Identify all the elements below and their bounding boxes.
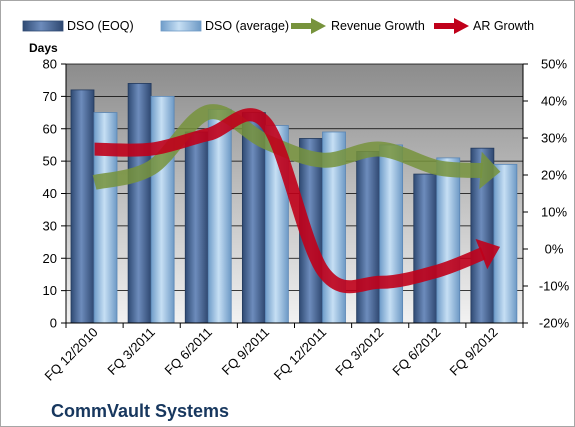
y-tick-label: 80 [43, 57, 57, 72]
y2-tick-label: 20% [541, 168, 567, 183]
axes [61, 63, 528, 328]
arrowhead-revenue-growth [479, 151, 501, 190]
y-axis-label: Days [29, 41, 58, 55]
legend: DSO (EOQ) DSO (average) Revenue Growth A… [22, 18, 534, 34]
y-tick-label: 30 [43, 218, 57, 233]
legend-swatch-ar-growth [434, 18, 469, 34]
y-tick-label: 50 [43, 154, 57, 169]
y2-tick-label: -10% [539, 279, 570, 294]
y-tick-label: 0 [50, 316, 57, 331]
bar-dso-average [493, 163, 518, 324]
y2-tick-label: 10% [541, 205, 567, 220]
y-tick-label: 40 [43, 186, 57, 201]
y-tick-label: 20 [43, 251, 57, 266]
y-tick-label: 60 [43, 121, 57, 136]
bar-dso-average [150, 95, 175, 324]
arrowhead-ar-growth [475, 238, 501, 270]
legend-label-revenue-growth: Revenue Growth [331, 19, 425, 33]
chart-title: CommVault Systems [51, 401, 229, 421]
y2-tick-label: 40% [541, 94, 567, 109]
growth-lines [92, 104, 501, 294]
y2-tick-label: -20% [539, 316, 570, 331]
legend-label-dso-eoq: DSO (EOQ) [67, 19, 134, 33]
y2-tick-label: 30% [541, 131, 567, 146]
y2-tick-label: 50% [541, 57, 567, 72]
x-tick-label: FQ 6/2011 [162, 325, 215, 378]
bar-dso-average [207, 108, 232, 324]
x-tick-label: FQ 6/2012 [389, 325, 443, 379]
legend-label-ar-growth: AR Growth [473, 19, 534, 33]
y-axis-ticks: 0 10 20 30 40 50 60 70 80 [43, 57, 57, 331]
x-tick-label: FQ 9/2011 [219, 325, 272, 378]
legend-swatch-dso-average [160, 20, 202, 32]
x-axis-ticks: FQ 12/2010 FQ 3/2011 FQ 6/2011 FQ 9/2011FQ … [42, 325, 501, 384]
y2-tick-label: 0% [545, 242, 564, 257]
legend-label-dso-average: DSO (average) [205, 19, 289, 33]
x-tick-label: FQ 3/2012 [332, 325, 386, 379]
bar-dso-eoq [70, 89, 95, 324]
line-ar-growth [94, 108, 486, 294]
bar-dso-eoq [127, 83, 152, 324]
y-tick-label: 70 [43, 89, 57, 104]
bar-dso-average [379, 144, 404, 324]
bar-dso-eoq [356, 151, 381, 324]
x-tick-label: FQ 3/2011 [104, 325, 157, 378]
bar-dso-eoq [413, 173, 438, 324]
y2-axis-ticks: -20% -10% 0% 10% 20% 30% 40% 50% [539, 57, 570, 331]
x-tick-label: FQ 9/2012 [447, 325, 501, 379]
bar-dso-eoq [184, 131, 209, 324]
bar-series [70, 83, 518, 324]
x-tick-label: FQ 12/2010 [42, 325, 101, 384]
legend-swatch-revenue-growth [291, 18, 326, 34]
y-tick-label: 10 [43, 283, 57, 298]
x-tick-label: FQ 12/2011 [271, 325, 329, 383]
bar-dso-average [436, 157, 461, 324]
legend-swatch-dso-eoq [22, 20, 64, 32]
